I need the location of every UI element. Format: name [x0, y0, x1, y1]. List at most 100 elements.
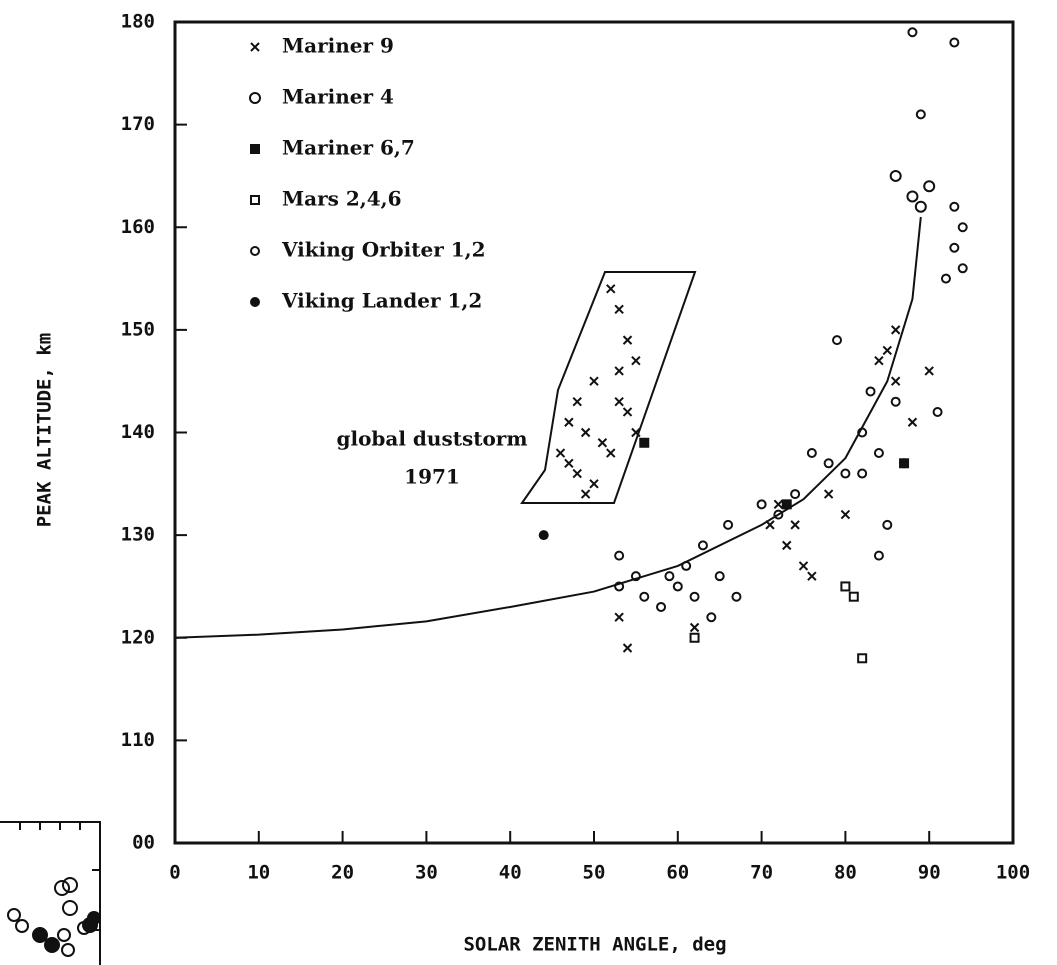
legend-label: Mariner 4	[282, 85, 394, 109]
x-axis-label: SOLAR ZENITH ANGLE, deg	[463, 934, 726, 956]
data-point	[689, 632, 700, 643]
x-tick-label: 90	[918, 862, 941, 884]
data-point	[889, 169, 902, 182]
legend-label: Mars 2,4,6	[282, 187, 402, 211]
data-point	[857, 427, 868, 438]
data-point	[589, 376, 599, 386]
data-point	[790, 520, 800, 530]
data-point	[622, 407, 633, 417]
data-point	[882, 345, 893, 356]
data-point	[614, 612, 624, 622]
data-point	[639, 591, 650, 602]
data-point	[538, 530, 549, 541]
duststorm-region	[520, 271, 697, 504]
data-point	[631, 427, 641, 438]
data-point	[597, 438, 608, 448]
data-point	[949, 242, 960, 253]
data-point	[614, 397, 624, 407]
legend-marker	[249, 92, 261, 104]
y-tick-label: 130	[121, 524, 155, 546]
data-point	[614, 581, 625, 592]
y-tick-label: 180	[121, 11, 155, 33]
y-tick-label: 120	[121, 626, 155, 648]
data-point	[840, 581, 851, 592]
data-point	[614, 366, 624, 376]
data-point	[714, 571, 725, 582]
y-axis-label: PEAK ALTITUDE, km	[34, 333, 56, 527]
data-point	[639, 437, 650, 448]
data-point	[906, 190, 919, 203]
data-point	[940, 273, 951, 284]
data-point	[899, 458, 910, 469]
data-point	[932, 406, 943, 417]
data-point	[731, 591, 742, 602]
x-tick-label: 70	[750, 862, 773, 884]
data-point	[899, 458, 910, 469]
data-point	[890, 325, 901, 335]
data-point	[664, 571, 675, 582]
data-point	[857, 653, 868, 664]
legend-marker	[250, 297, 260, 307]
data-point	[949, 201, 960, 212]
legend-marker	[250, 246, 260, 256]
x-tick-label: 50	[583, 862, 606, 884]
data-point	[823, 489, 834, 499]
data-point	[756, 499, 767, 510]
data-point	[773, 499, 784, 510]
data-point	[840, 509, 851, 520]
x-tick-label: 0	[169, 862, 180, 884]
data-point	[606, 284, 616, 294]
data-point	[580, 489, 591, 499]
legend-marker	[250, 144, 260, 154]
data-point	[890, 396, 901, 407]
x-tick-label: 30	[415, 862, 438, 884]
data-point	[656, 601, 667, 612]
legend-marker	[250, 42, 260, 52]
data-point	[798, 561, 809, 571]
y-tick-label: 160	[121, 216, 155, 238]
data-point	[823, 458, 834, 469]
data-point	[806, 448, 817, 459]
data-point	[622, 335, 633, 345]
data-point	[622, 643, 633, 653]
data-point	[689, 622, 700, 633]
data-point	[915, 109, 926, 120]
data-point	[697, 540, 708, 551]
legend-label: Viking Orbiter 1,2	[281, 238, 486, 262]
y-tick-label: 00	[132, 832, 155, 854]
legend-label: Mariner 9	[282, 34, 394, 58]
data-point	[873, 448, 884, 459]
data-point	[890, 376, 901, 386]
data-point	[555, 448, 566, 458]
x-tick-label: 100	[996, 862, 1030, 884]
data-point	[924, 366, 934, 376]
data-point	[840, 468, 851, 479]
legend-marker	[250, 195, 260, 205]
fit-curve	[174, 216, 922, 639]
data-point	[765, 520, 775, 530]
cropped-figure-fragment	[0, 821, 101, 965]
annotation: global duststorm	[337, 427, 528, 451]
annotation: 1971	[404, 465, 460, 489]
data-point	[857, 468, 868, 479]
data-point	[773, 509, 784, 520]
data-point	[865, 386, 876, 397]
data-point	[790, 489, 801, 500]
data-point	[589, 479, 599, 489]
data-point	[572, 468, 582, 479]
data-point	[706, 612, 717, 623]
data-point	[781, 499, 792, 510]
data-point	[614, 304, 624, 315]
x-tick-label: 40	[499, 862, 522, 884]
x-tick-label: 60	[666, 862, 689, 884]
data-point	[957, 263, 968, 274]
data-point	[949, 37, 960, 48]
legend-label: Mariner 6,7	[282, 136, 415, 160]
x-tick-label: 20	[331, 862, 354, 884]
data-point	[689, 591, 700, 602]
data-point	[681, 560, 692, 571]
data-point	[672, 581, 683, 592]
x-tick-label: 80	[834, 862, 857, 884]
data-point	[782, 540, 792, 551]
